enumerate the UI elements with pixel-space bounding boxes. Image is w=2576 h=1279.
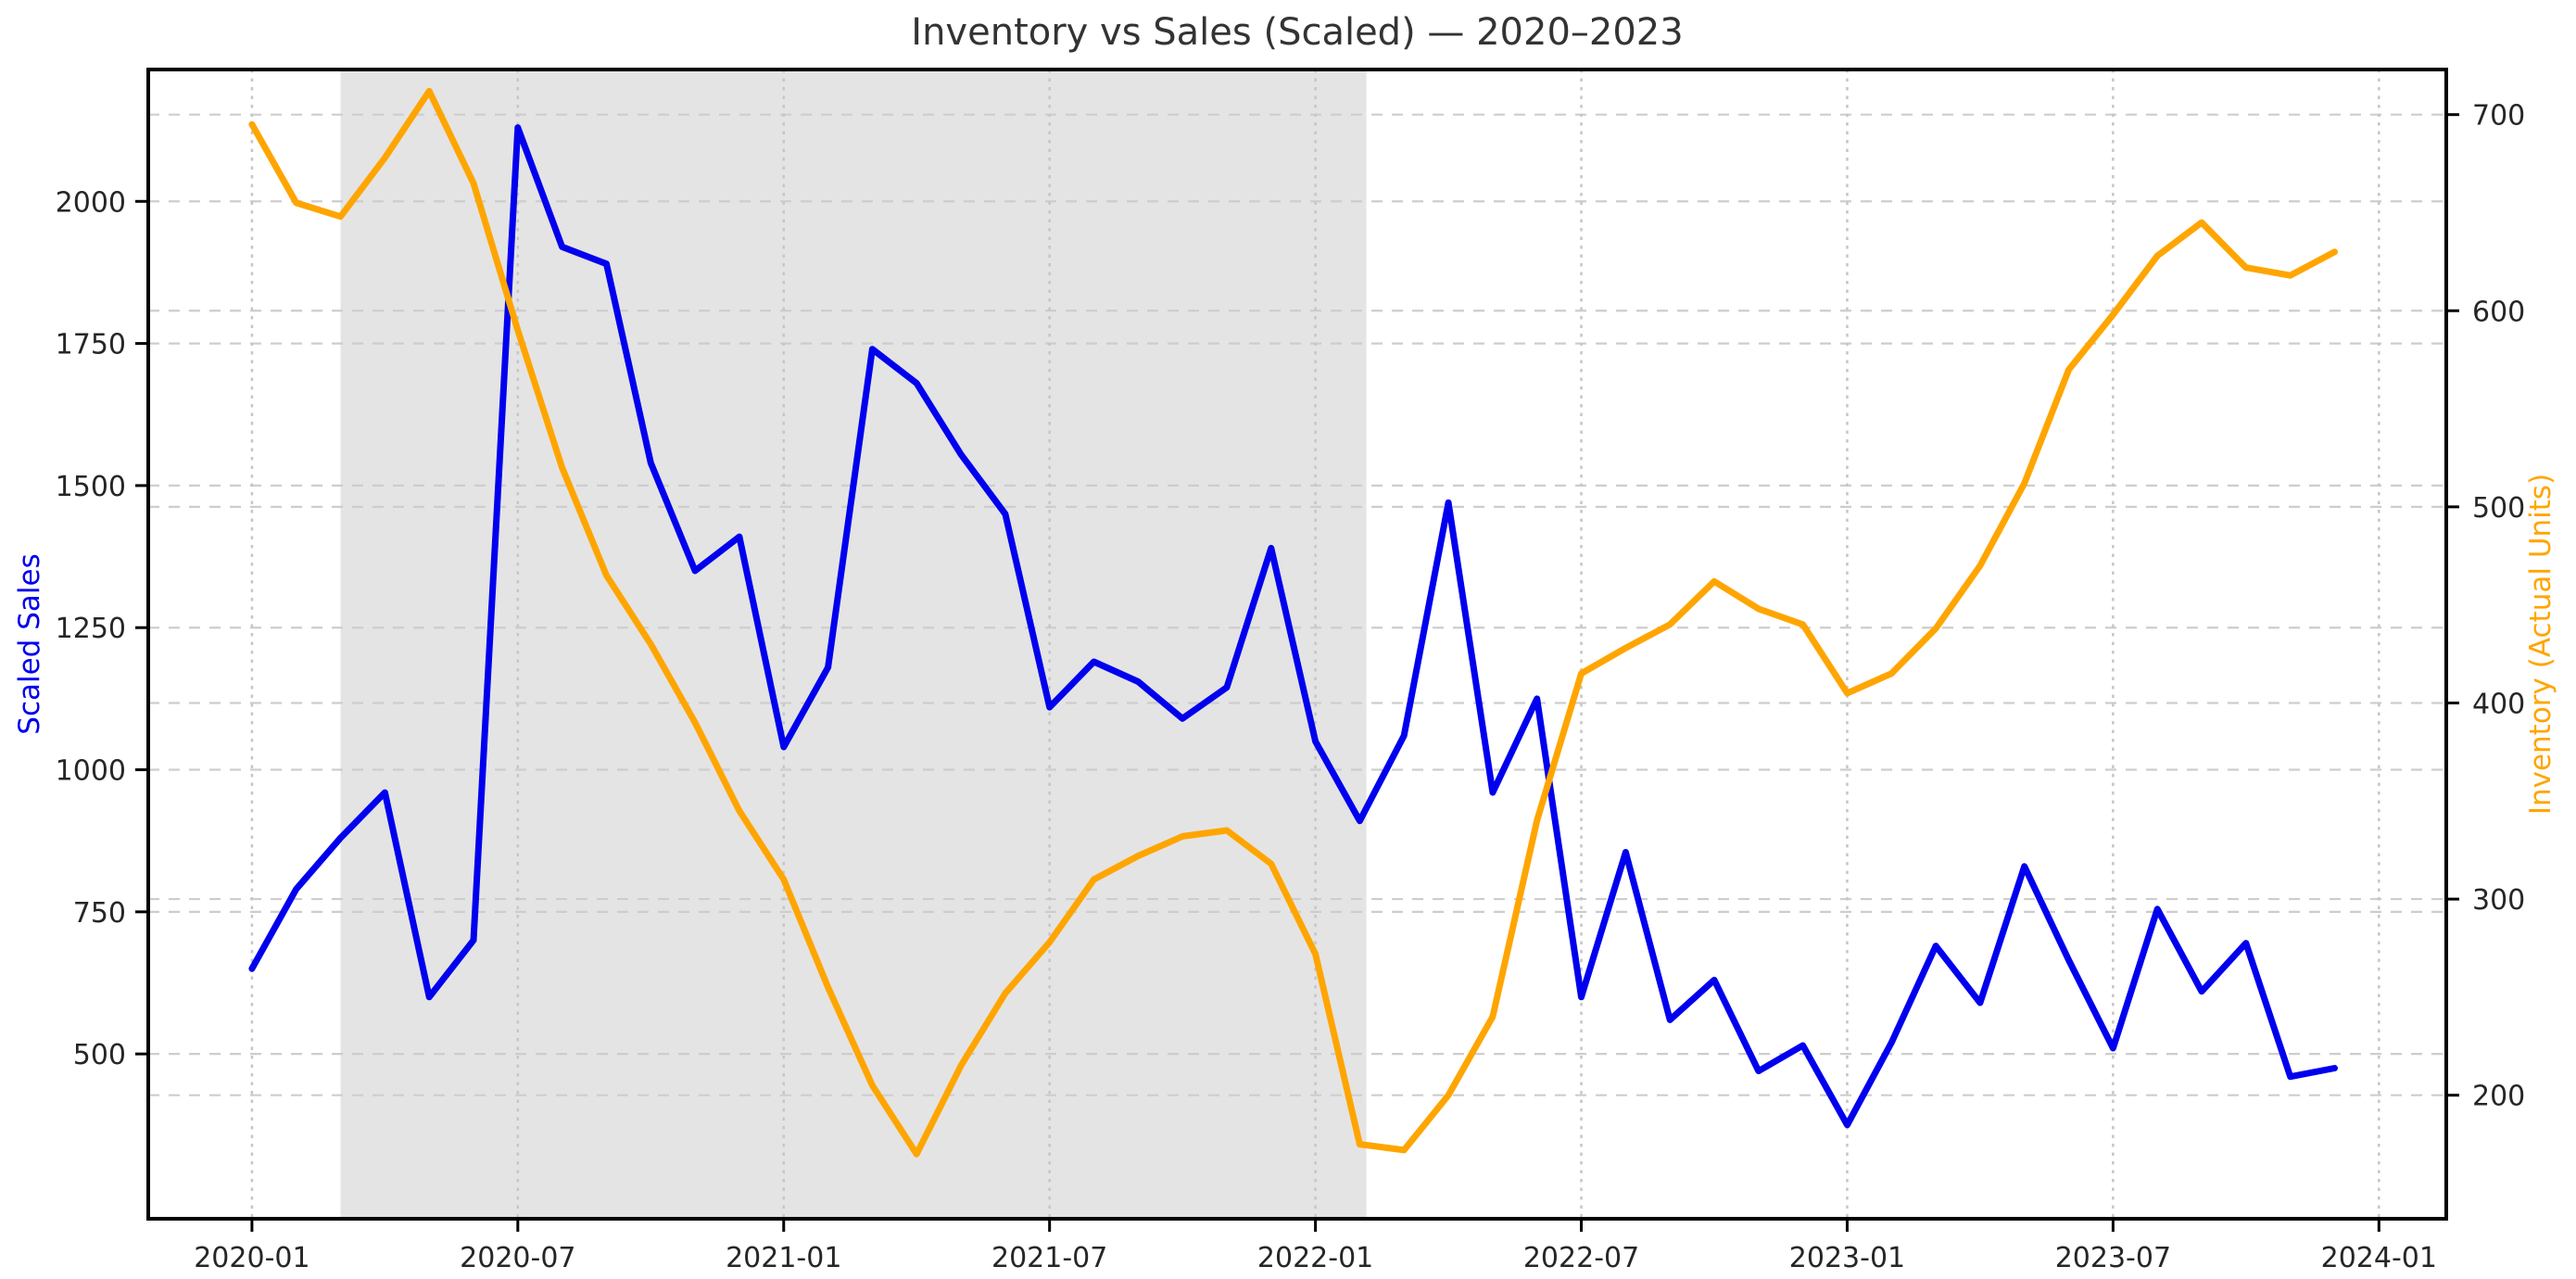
y-tick-label-right: 400	[2472, 688, 2525, 720]
x-tick-label: 2023-01	[1789, 1242, 1905, 1274]
y-tick-label-left: 1500	[56, 471, 126, 503]
y-axis-label-right: Inventory (Actual Units)	[2524, 474, 2557, 815]
y-tick-label-left: 2000	[56, 186, 126, 219]
x-tick-label: 2022-01	[1257, 1242, 1373, 1274]
chart-title: Inventory vs Sales (Scaled) — 2020–2023	[911, 11, 1683, 54]
axes-spines	[146, 68, 2448, 1221]
y-tick-label-left: 1750	[56, 329, 126, 361]
y-tick-label-left: 1250	[56, 613, 126, 645]
x-tick-label: 2022-07	[1523, 1242, 1639, 1274]
x-tick-label: 2024-01	[2321, 1242, 2437, 1274]
y-tick-label-left: 1000	[56, 755, 126, 788]
y-tick-label-right: 200	[2472, 1081, 2525, 1113]
x-tick-label: 2020-07	[460, 1242, 575, 1274]
y-tick-label-left: 750	[73, 897, 126, 930]
y-tick-label-right: 600	[2472, 296, 2525, 328]
series-line-inventory-actual-units	[248, 87, 2338, 1158]
x-tick-label: 2023-07	[2055, 1242, 2171, 1274]
y-tick-label-right: 500	[2472, 492, 2525, 525]
x-tick-label: 2020-01	[194, 1242, 309, 1274]
x-tick-label: 2021-07	[991, 1242, 1107, 1274]
y-tick-label-right: 300	[2472, 884, 2525, 917]
y-tick-label-left: 500	[73, 1039, 126, 1071]
plot-area	[148, 70, 2446, 1219]
x-tick-label: 2021-01	[726, 1242, 841, 1274]
series-line-scaled-sales	[248, 124, 2338, 1129]
y-axis-label-left: Scaled Sales	[13, 553, 46, 734]
y-tick-label-right: 700	[2472, 100, 2525, 133]
